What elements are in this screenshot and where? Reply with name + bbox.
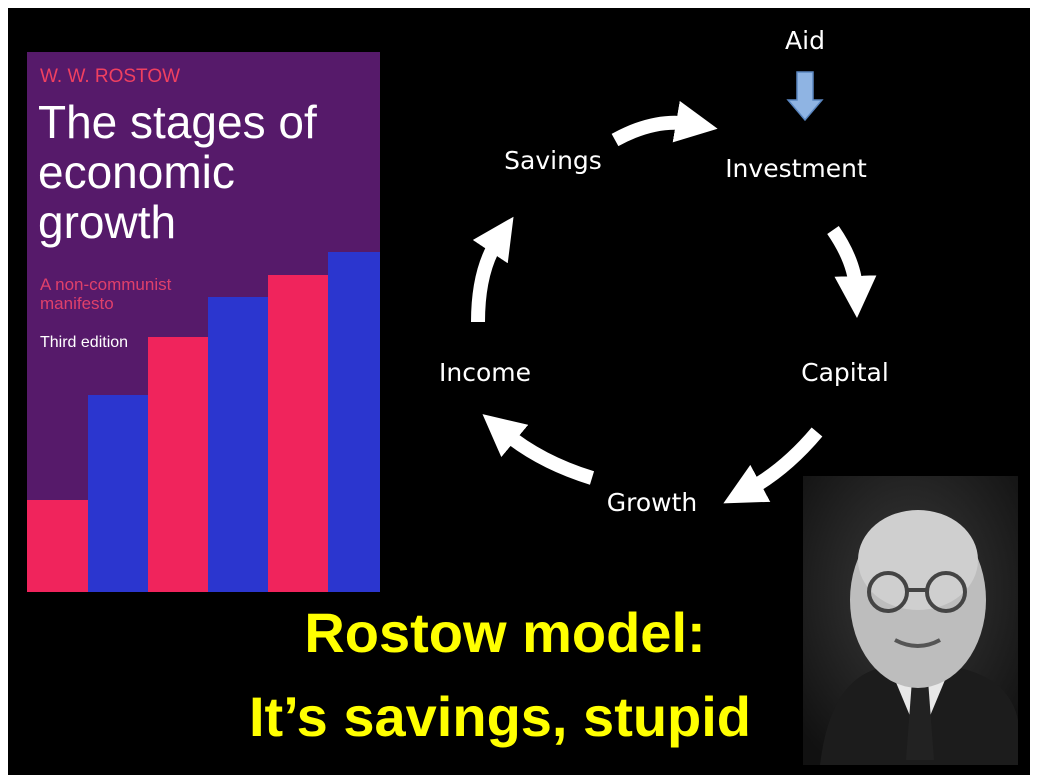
- cover-bar: [88, 395, 148, 592]
- cover-title: The stages of: [38, 96, 317, 148]
- cover-edition: Third edition: [40, 334, 128, 351]
- portrait-photo: [803, 476, 1018, 765]
- aid-arrow: [786, 71, 824, 122]
- cycle-arrow: [723, 427, 823, 504]
- cover-bar: [328, 252, 380, 592]
- book-cover: W. W. ROSTOW The stages of economic grow…: [27, 52, 380, 592]
- cover-bar: [27, 500, 88, 592]
- headline: Rostow model:: [304, 601, 705, 664]
- node-label: Growth: [607, 488, 698, 517]
- node-label: Capital: [801, 358, 889, 387]
- cover-bar: [208, 297, 268, 592]
- cover-subtitle: manifesto: [40, 294, 114, 313]
- cycle-arrow: [482, 414, 595, 485]
- cover-title: growth: [38, 196, 176, 248]
- node-label: Income: [439, 358, 531, 387]
- cycle-arrow: [611, 100, 718, 147]
- cover-subtitle: A non-communist: [40, 275, 172, 294]
- node-label: Investment: [725, 154, 867, 183]
- cover-author: W. W. ROSTOW: [40, 66, 180, 87]
- cover-title: economic: [38, 146, 235, 198]
- cover-bar: [268, 275, 328, 592]
- cycle-arrow: [827, 226, 877, 318]
- node-label: Savings: [504, 146, 602, 175]
- aid-label: Aid: [785, 26, 825, 55]
- headline: It’s savings, stupid: [249, 685, 751, 748]
- cover-bar: [148, 337, 208, 592]
- cycle-arrow: [471, 216, 514, 323]
